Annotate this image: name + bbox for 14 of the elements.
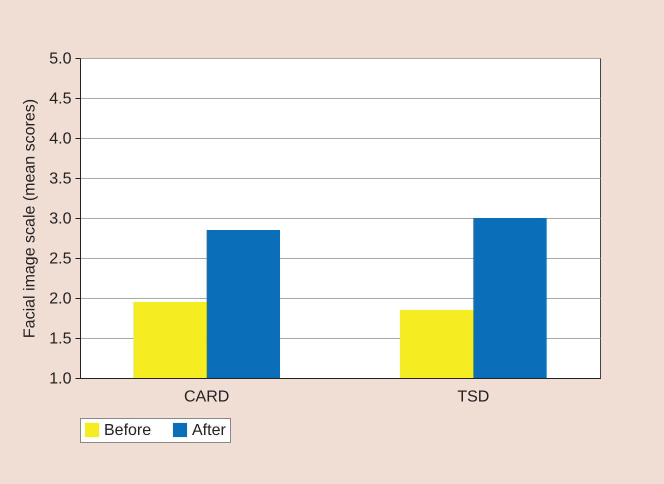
legend-label: After: [192, 422, 226, 439]
y-tick-label: 1.0: [49, 370, 72, 388]
y-tick-label: 2.0: [49, 290, 72, 308]
y-tick-label: 1.5: [49, 330, 72, 348]
y-tick-label: 2.5: [49, 250, 72, 268]
y-axis-title: Facial image scale (mean scores): [21, 98, 38, 338]
y-tick-label: 5.0: [49, 50, 72, 68]
legend-label: Before: [104, 422, 152, 439]
y-tick-label: 3.0: [49, 210, 72, 228]
y-tick-label: 3.5: [49, 170, 72, 188]
y-tick-label: 4.0: [49, 130, 72, 148]
y-tick-label: 4.5: [49, 90, 72, 108]
x-tick-label: CARD: [184, 388, 230, 406]
x-tick-label: TSD: [457, 388, 490, 406]
